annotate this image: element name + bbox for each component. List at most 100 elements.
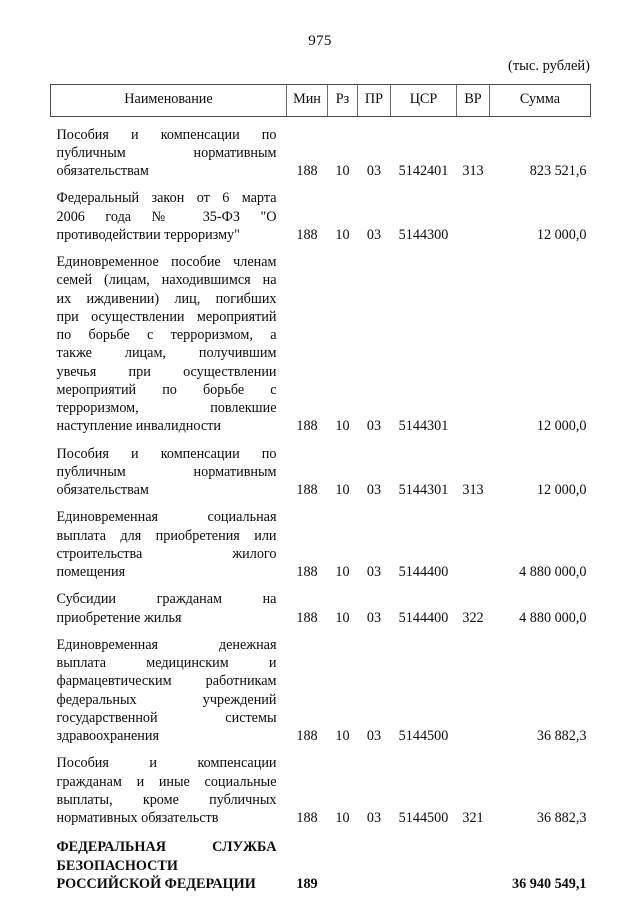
row-name-line: выплаты, кроме публичных [56, 791, 277, 808]
row-name-cell: Пособия и компенсации гражданам и иные со… [51, 745, 287, 827]
row-name-line: публичным нормативным [56, 144, 277, 161]
cell-rz: 10 [335, 418, 350, 435]
cell-vr [457, 244, 490, 436]
row-name-cell: Пособия и компенсации по публичным нормат… [51, 436, 287, 500]
cell-summa: 12 000,0 [536, 482, 587, 499]
row-name-line: гражданам и иные социальные [56, 773, 277, 790]
cell-vr [457, 180, 490, 244]
row-name-line: РОССИЙСКОЙ ФЕДЕРАЦИИ [56, 875, 256, 892]
cell-min: 188 [296, 163, 318, 180]
table-row: Федеральный закон от 6 марта 2006 года № … [51, 180, 591, 244]
cell-pr: 03 [366, 163, 382, 180]
cell-vr: 322 [462, 609, 484, 626]
cell-pr: 03 [366, 482, 382, 499]
cell-rz: 10 [335, 163, 350, 180]
cell-vr: 321 [462, 810, 484, 827]
row-name-line: 2006 года № 35-ФЗ "О [56, 208, 277, 225]
cell-rz: 10 [335, 226, 350, 243]
row-name-line: по борьбе с терроризмом, а [56, 327, 277, 344]
cell-pr: 03 [366, 226, 382, 243]
cell-pr: 03 [366, 728, 382, 745]
row-name-line: выплата медицинским и [56, 655, 277, 672]
table-total-row: ФЕДЕРАЛЬНАЯ СЛУЖБА БЕЗОПАСНОСТИ РОССИЙСКОЙ… [51, 827, 591, 893]
row-name-cell: Единовременная денежная выплата медицинск… [51, 627, 287, 746]
row-name-line: также лицам, получившим [56, 345, 277, 362]
row-name-line: ФЕДЕРАЛЬНАЯ СЛУЖБА [56, 839, 277, 856]
row-name-cell: Федеральный закон от 6 марта 2006 года № … [51, 180, 287, 244]
column-header-min: Мин [286, 84, 328, 117]
row-name-line: при осуществлении мероприятий [56, 308, 277, 325]
row-name-line: наступление инвалидности [56, 418, 221, 435]
table-row: Единовременная денежная выплата медицинск… [51, 627, 591, 746]
cell-pr: 03 [366, 418, 382, 435]
cell-csr: 5144300 [398, 226, 449, 243]
row-name-cell: Пособия и компенсации по публичным нормат… [51, 116, 287, 180]
row-name-cell: Единовременная социальная выплата для при… [51, 499, 287, 581]
row-name-line: БЕЗОПАСНОСТИ [56, 857, 178, 874]
row-name-line: федеральных учреждений [56, 691, 277, 708]
row-name-line: их иждивении) лиц, погибших [56, 290, 277, 307]
cell-csr: 5144500 [398, 810, 449, 827]
row-name-line: обязательствам [56, 482, 149, 499]
table-row: Единовременная социальная выплата для при… [51, 499, 591, 581]
table-header-row: Наименование Мин Рз ПР ЦСР ВР Сумма [50, 84, 591, 117]
row-name-cell: ФЕДЕРАЛЬНАЯ СЛУЖБА БЕЗОПАСНОСТИ РОССИЙСКОЙ… [51, 827, 287, 893]
cell-min: 188 [296, 482, 318, 499]
page-number: 975 [308, 33, 332, 49]
budget-table-container: Наименование Мин Рз ПР ЦСР ВР Сумма Посо… [50, 84, 591, 893]
cell-csr: 5144400 [398, 564, 449, 581]
row-name-line: Единовременная денежная [56, 636, 277, 653]
row-name-line: увечья при осуществлении [56, 363, 277, 380]
total-cell-min: 189 [296, 875, 318, 892]
row-name-line: государственной системы [56, 709, 277, 726]
cell-vr: 313 [462, 163, 484, 180]
row-name-line: Единовременная социальная [56, 509, 277, 526]
cell-min: 188 [296, 728, 318, 745]
cell-vr: 313 [462, 482, 484, 499]
cell-vr [457, 627, 490, 746]
cell-min: 188 [296, 810, 318, 827]
table-row: Субсидии гражданам на приобретение жилья 1… [51, 581, 591, 627]
cell-csr: 5142401 [398, 163, 449, 180]
table-row: Пособия и компенсации по публичным нормат… [51, 116, 591, 180]
table-row: Единовременное пособие членам семей (лица… [51, 244, 591, 436]
row-name-line: строительства жилого [56, 545, 277, 562]
total-cell-vr [457, 827, 490, 893]
cell-csr: 5144500 [398, 728, 449, 745]
row-name-line: Пособия и компенсации [56, 755, 277, 772]
cell-pr: 03 [366, 609, 382, 626]
row-name-line: Пособия и компенсации по [56, 126, 277, 143]
cell-rz: 10 [335, 482, 350, 499]
column-header-vr: ВР [456, 84, 490, 117]
row-name-line: семей (лицам, находившимся на [56, 272, 277, 289]
cell-pr: 03 [366, 564, 382, 581]
cell-summa: 12 000,0 [536, 226, 587, 243]
cell-rz: 10 [335, 564, 350, 581]
cell-rz: 10 [335, 810, 350, 827]
row-name-line: терроризмом, повлекшие [56, 400, 277, 417]
table-row: Пособия и компенсации гражданам и иные со… [51, 745, 591, 827]
cell-summa: 36 882,3 [536, 810, 587, 827]
cell-csr: 5144400 [398, 609, 449, 626]
row-name-cell: Единовременное пособие членам семей (лица… [51, 244, 287, 436]
cell-min: 188 [296, 609, 318, 626]
row-name-line: Пособия и компенсации по [56, 445, 277, 462]
cell-summa: 4 880 000,0 [519, 564, 587, 581]
column-header-name: Наименование [50, 84, 287, 117]
row-name-line: обязательствам [56, 163, 149, 180]
cell-pr: 03 [366, 810, 382, 827]
cell-summa: 12 000,0 [536, 418, 587, 435]
row-name-line: публичным нормативным [56, 463, 277, 480]
budget-table: Наименование Мин Рз ПР ЦСР ВР Сумма Посо… [50, 84, 591, 893]
total-cell-csr [391, 827, 457, 893]
column-header-csr: ЦСР [390, 84, 457, 117]
row-name-line: Федеральный закон от 6 марта [56, 190, 277, 207]
row-name-line: приобретение жилья [56, 609, 182, 626]
units-caption: (тыс. рублей) [508, 58, 590, 74]
row-name-line: мероприятий по борьбе с [56, 381, 277, 398]
row-name-line: противодействии терроризму" [56, 226, 240, 243]
column-header-summa: Сумма [489, 84, 591, 117]
cell-min: 188 [296, 226, 318, 243]
row-name-line: нормативных обязательств [56, 810, 219, 827]
